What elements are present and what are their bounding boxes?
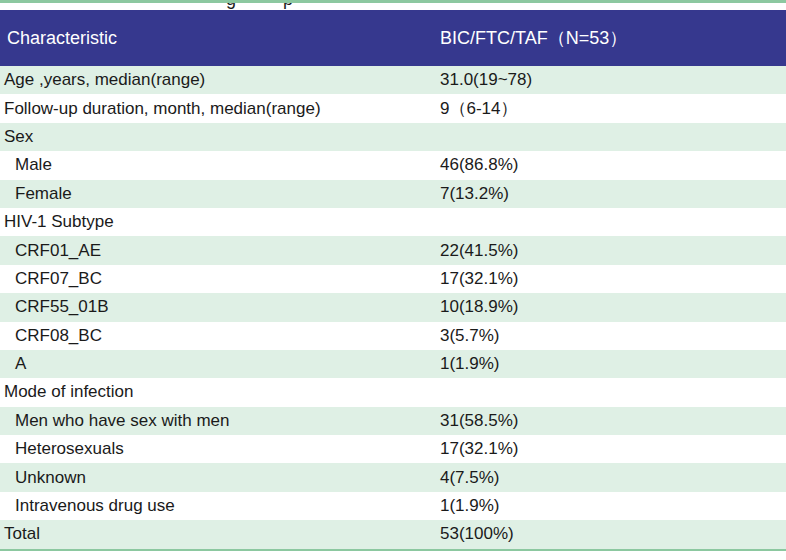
row-value: 1(1.9%) [440, 354, 786, 374]
table-row: Mode of infection [0, 378, 786, 406]
table-row: Unknown 4(7.5%) [0, 463, 786, 491]
row-value: 4(7.5%) [440, 468, 786, 488]
header-characteristic: Characteristic [0, 28, 440, 49]
caption-fragment-p: p [283, 3, 293, 10]
table-row: Follow-up duration, month, median(range)… [0, 94, 786, 122]
row-value: 3(5.7%) [440, 326, 786, 346]
row-label: Men who have sex with men [0, 411, 440, 431]
row-value: 31(58.5%) [440, 411, 786, 431]
row-label: Male [0, 155, 440, 175]
bottom-green-rule [0, 549, 786, 552]
row-value: 31.0(19~78) [440, 70, 786, 90]
row-label: CRF01_AE [0, 241, 440, 261]
table-row: CRF08_BC 3(5.7%) [0, 322, 786, 350]
table-row: Intravenous drug use 1(1.9%) [0, 492, 786, 520]
row-value: 53(100%) [440, 524, 786, 544]
caption-fragment-g: g [226, 3, 236, 10]
row-label: CRF07_BC [0, 269, 440, 289]
row-label: Follow-up duration, month, median(range) [0, 99, 440, 119]
table-row: CRF01_AE 22(41.5%) [0, 236, 786, 264]
row-value: 7(13.2%) [440, 184, 786, 204]
row-value: 46(86.8%) [440, 155, 786, 175]
table-row: CRF55_01B 10(18.9%) [0, 293, 786, 321]
table-row: Heterosexuals 17(32.1%) [0, 435, 786, 463]
row-value: 22(41.5%) [440, 241, 786, 261]
row-label: CRF55_01B [0, 297, 440, 317]
row-label: Female [0, 184, 440, 204]
row-label: A [0, 354, 440, 374]
table-row: Age ,years, median(range) 31.0(19~78) [0, 66, 786, 94]
characteristics-table: Characteristic BIC/FTC/TAF（N=53） Age ,ye… [0, 10, 786, 551]
table-row: CRF07_BC 17(32.1%) [0, 265, 786, 293]
table-row: Male 46(86.8%) [0, 151, 786, 179]
table-row: Men who have sex with men 31(58.5%) [0, 407, 786, 435]
row-label: CRF08_BC [0, 326, 440, 346]
row-value: 10(18.9%) [440, 297, 786, 317]
row-label: Heterosexuals [0, 439, 440, 459]
row-label: Sex [0, 127, 440, 147]
header-group-column: BIC/FTC/TAF（N=53） [440, 26, 786, 50]
row-label: Age ,years, median(range) [0, 70, 440, 90]
row-value: 1(1.9%) [440, 496, 786, 516]
row-value: 17(32.1%) [440, 269, 786, 289]
table-row: A 1(1.9%) [0, 350, 786, 378]
row-label: Total [0, 524, 440, 544]
row-label: Intravenous drug use [0, 496, 440, 516]
table-body: Age ,years, median(range) 31.0(19~78) Fo… [0, 66, 786, 549]
row-value: 9（6-14） [440, 97, 786, 120]
table-row: HIV-1 Subtype [0, 208, 786, 236]
table-row: Sex [0, 123, 786, 151]
row-label: Unknown [0, 468, 440, 488]
table-header-row: Characteristic BIC/FTC/TAF（N=53） [0, 10, 786, 66]
table-row: Total 53(100%) [0, 520, 786, 548]
table-row: Female 7(13.2%) [0, 180, 786, 208]
clipped-caption: g p [0, 3, 420, 11]
row-value: 17(32.1%) [440, 439, 786, 459]
row-label: Mode of infection [0, 382, 440, 402]
row-label: HIV-1 Subtype [0, 212, 440, 232]
